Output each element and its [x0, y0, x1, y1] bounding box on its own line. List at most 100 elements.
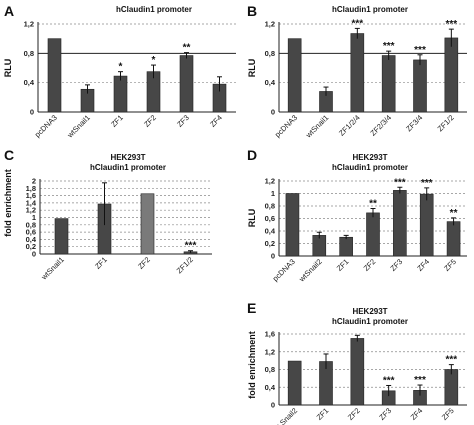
panel-d-significance-label: ***: [421, 178, 433, 189]
panel-b-bar: [350, 33, 365, 113]
panel-a-y-tick-label: 0: [30, 108, 34, 117]
panel-e-bar: [444, 369, 459, 406]
panel-b-x-tick-label: ZF2/3/4: [368, 113, 393, 138]
panel-a-significance-label: **: [183, 43, 191, 54]
panel-d-significance-label: ***: [394, 177, 406, 188]
panel-b-significance-label: ***: [445, 19, 457, 30]
panel-b-x-tick-label: wtSnail1: [303, 113, 330, 140]
panel-a: A hClaudin1 promoter RLU 0 0,4 0,8 1,2 pcDNA…: [3, 3, 236, 140]
panel-e-bar: [287, 360, 302, 406]
panel-b-x-tick-label: ZF3/4: [404, 113, 424, 133]
panel-c-x-tick-label: wtSnail1: [39, 255, 66, 282]
panel-e-subtitle: hClaudin1 promoter: [332, 317, 408, 326]
panel-b-bar: [444, 37, 459, 113]
panel-b-title: hClaudin1 promoter: [332, 5, 408, 14]
panel-c-bar: [54, 218, 69, 255]
panel-d-y-tick-label: 0,6: [265, 214, 275, 223]
panel-b-y-tick-label: 1,2: [265, 20, 275, 29]
panel-d-x-tick-label: ZF2: [362, 257, 378, 273]
panel-e-y-tick-label: 0: [271, 401, 275, 410]
panel-c-y-tick-label: 1,2: [26, 206, 36, 215]
panel-c-title: HEK293T: [110, 153, 145, 162]
panel-c-x-tick-label: ZF2: [136, 255, 152, 271]
panel-a-y-tick-label: 0,4: [24, 78, 35, 87]
panel-b-significance-label: ***: [383, 41, 395, 52]
panel-a-title: hClaudin1 promoter: [116, 5, 192, 14]
panel-b-bar: [413, 59, 427, 113]
panel-a-significance-label: *: [152, 55, 156, 66]
panel-e-y-tick-label: 0,8: [265, 365, 275, 374]
panel-d-x-tick-label: pcDNA3: [271, 257, 297, 283]
panel-d-y-tick-label: 0,4: [265, 227, 276, 236]
panel-b-y-tick-label: 0,4: [265, 78, 276, 87]
panel-e-x-tick-label: ZF2: [346, 406, 362, 422]
panel-e-y-tick-label: 1,2: [265, 347, 275, 356]
panel-c-x-tick-label: ZF1: [93, 255, 109, 271]
panel-b-x-tick-label: ZF1/2: [436, 113, 456, 133]
panel-d-bar: [446, 221, 461, 257]
panel-e-x-tick-label: ZF4: [409, 406, 425, 422]
panel-d-bar: [339, 236, 353, 257]
panel-e-y-tick-label: 0,4: [265, 383, 276, 392]
panel-c-significance-label: ***: [185, 241, 197, 252]
panel-d-y-tick-label: 1: [271, 189, 275, 198]
panel-d-y-axis-label: RLU: [247, 209, 257, 228]
panel-e-x-tick-label: ZF5: [440, 406, 456, 422]
panel-a-x-tick-label: ZF2: [142, 113, 158, 129]
panel-a-bar: [47, 38, 62, 113]
panel-d-y-tick-label: 0,8: [265, 202, 275, 211]
panel-a-bar: [113, 75, 128, 113]
panel-e-significance-label: ***: [445, 355, 457, 366]
panel-c-y-tick-label: 1,4: [26, 198, 37, 207]
panel-e-x-tick-label: ZF3: [377, 406, 393, 422]
panel-d-bar: [419, 193, 434, 257]
panel-d-y-tick-label: 0,2: [265, 239, 275, 248]
panel-e-title: HEK293T: [352, 307, 387, 316]
panel-a-y-axis-label: RLU: [3, 59, 13, 78]
panel-e-y-axis-label: fold enrichment: [247, 331, 257, 399]
panel-d-bar: [285, 193, 300, 257]
panel-c-x-tick-label: ZF1/2: [175, 255, 195, 275]
panel-d-x-tick-label: ZF3: [388, 257, 404, 273]
panel-e-y-tick-label: 1,6: [265, 330, 275, 339]
panel-b-x-tick-label: pcDNA3: [273, 113, 299, 139]
panel-d-x-tick-label: ZF1: [335, 257, 351, 273]
panel-letter-c: C: [4, 147, 14, 163]
panel-e: E HEK293T hClaudin1 promoter fold enrich…: [247, 300, 467, 425]
panel-c-y-tick-label: 1,8: [26, 184, 36, 193]
panel-b-bar: [287, 38, 302, 113]
panel-c-y-tick-label: 0,6: [26, 228, 36, 237]
panel-d-significance-label: **: [369, 199, 377, 210]
panel-c-subtitle: hClaudin1 promoter: [90, 163, 166, 172]
panel-a-x-tick-label: ZF1: [109, 113, 125, 129]
panel-b-y-tick-label: 0,8: [265, 49, 275, 58]
panel-a-significance-label: *: [119, 62, 123, 73]
panel-c-y-tick-label: 0,8: [26, 220, 36, 229]
panel-c: C HEK293T hClaudin1 promoter fold enrich…: [3, 147, 212, 282]
panel-b-significance-label: ***: [351, 18, 363, 29]
panel-c-y-axis-label: fold enrichment: [3, 169, 13, 237]
panel-d-bar: [366, 212, 380, 257]
panel-d-title: HEK293T: [352, 153, 387, 162]
panel-d-significance-label: **: [450, 208, 458, 219]
panel-c-y-tick-label: 0,2: [26, 242, 36, 251]
panel-d-x-tick-label: ZF5: [442, 257, 458, 273]
panel-letter-e: E: [247, 300, 256, 316]
panel-d-x-tick-label: wtSnail2: [297, 257, 324, 284]
panel-b: B hClaudin1 promoter RLU 0 0,4 0,8 1,2 pcDNA…: [247, 3, 467, 140]
panel-a-x-tick-label: pcDNA3: [33, 113, 59, 139]
panel-c-y-tick-label: 0: [32, 250, 36, 259]
panel-d-y-tick-label: 0: [271, 252, 275, 261]
panel-d: D HEK293T hClaudin1 promoter RLU 0 0,2 0,4…: [247, 147, 467, 284]
panel-letter-d: D: [247, 147, 257, 163]
panel-c-y-tick-label: 2: [32, 177, 36, 186]
panel-b-significance-label: ***: [414, 45, 426, 56]
panel-e-significance-label: ***: [383, 375, 395, 386]
panel-c-y-tick-label: 1: [32, 213, 36, 222]
panel-b-y-axis-label: RLU: [247, 59, 257, 78]
panel-d-x-tick-label: ZF4: [415, 257, 431, 273]
panel-a-x-tick-label: wtSnail1: [65, 113, 92, 140]
panel-c-y-tick-label: 0,4: [26, 235, 37, 244]
panel-c-y-tick-label: 1,6: [26, 191, 36, 200]
